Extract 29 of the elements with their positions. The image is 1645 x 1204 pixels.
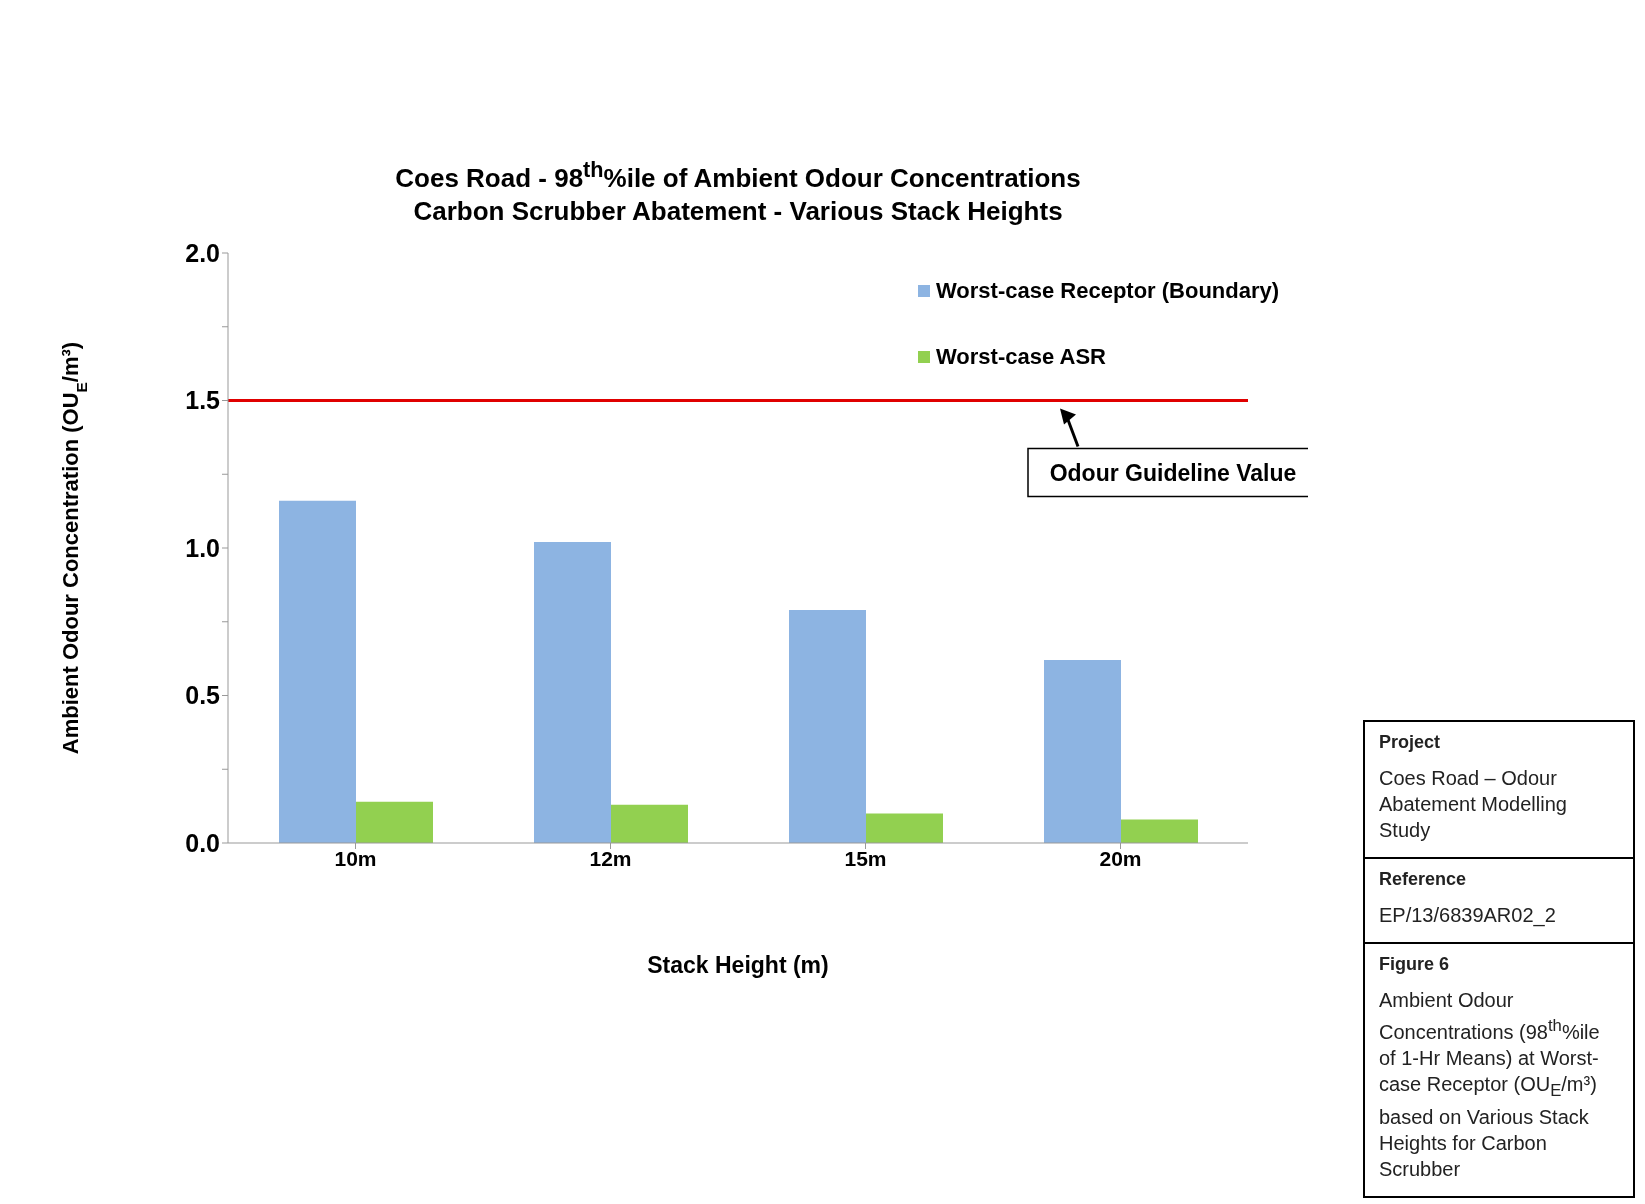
text: Reference xyxy=(1365,857,1633,890)
ref-line-label: Odour Guideline Value xyxy=(1049,459,1297,486)
caption: Figure 6 xyxy=(1365,942,1633,975)
x-tick-label: 12m xyxy=(589,846,632,870)
text: Project xyxy=(1378,731,1442,753)
x-tick-label: 15m xyxy=(844,846,887,870)
x-axis-title: Stack Height (m) xyxy=(647,952,829,978)
bar xyxy=(1044,660,1121,843)
bar xyxy=(611,804,688,843)
bar xyxy=(356,801,433,843)
bar xyxy=(789,609,866,843)
y-tick-label: 1.5 xyxy=(185,386,221,415)
x-tick-label: 10m xyxy=(334,846,377,870)
bar xyxy=(866,813,943,843)
text: EP/13/6839AR02_2 xyxy=(1378,903,1557,929)
bar xyxy=(279,500,356,843)
y-tick-label: 2.0 xyxy=(185,238,220,267)
text: Coes Road – Odour Abatement Modelling Study xyxy=(1378,766,1568,843)
y-tick-label: 1.0 xyxy=(185,533,220,562)
legend-label: Worst-case ASR xyxy=(936,344,1106,370)
chart-title: Coes Road - 98$^{th}$%ile of Ambient Odour Concentrations xyxy=(394,156,1082,195)
legend-label: Worst-case Receptor (Boundary) xyxy=(936,278,1280,304)
y-tick-label: 0.5 xyxy=(185,681,221,710)
bar xyxy=(534,542,611,843)
x-tick-label: 20m xyxy=(1099,846,1142,870)
chart-subtitle: Carbon Scrubber Abatement - Various Stack Heights xyxy=(412,194,1064,228)
bar xyxy=(1121,819,1198,843)
y-tick-label: 0.0 xyxy=(185,828,220,857)
text: Ambient Odour Concentrations (98$^{th}$%ile of 1-Hr Means) at Worst-case Receptor (OU$_{E}$/m³) based on Various Stack Heights for Carbon Scrubber xyxy=(1379,989,1600,1180)
